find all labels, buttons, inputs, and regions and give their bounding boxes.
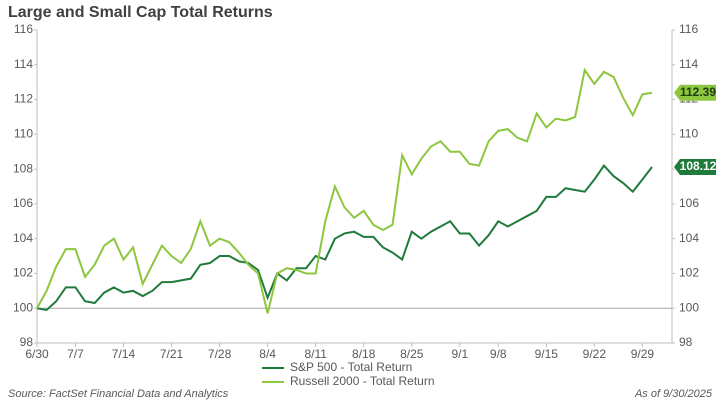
y2-tick-label: 100 [679,300,699,314]
y2-tick-label: 104 [679,231,699,245]
y-tick-label: 110 [14,127,33,141]
y2-tick-label: 102 [679,266,699,280]
y-tick-label: 114 [14,57,33,71]
end-label-box [674,159,716,176]
x-tick-label: 6/30 [25,347,49,361]
chart-title: Large and Small Cap Total Returns [8,4,273,21]
end-label-box [674,84,716,101]
y-tick-label: 102 [13,266,33,280]
y-tick-label: 106 [13,196,33,210]
x-tick-label: 9/22 [583,347,607,361]
y-tick-label: 116 [14,22,33,36]
x-tick-label: 9/15 [535,347,559,361]
end-label: 112.39 [680,85,716,99]
y2-tick-label: 114 [679,57,698,71]
x-tick-label: 9/29 [631,347,655,361]
as-of-note: As of 9/30/2025 [634,388,713,400]
y-tick-label: 100 [13,300,33,314]
legend-label: Russell 2000 - Total Return [290,374,435,388]
series-line [36,67,653,314]
x-tick-label: 8/11 [304,347,327,361]
x-tick-label: 9/8 [490,347,507,361]
end-label: 108.12 [680,159,717,173]
y2-tick-label: 106 [679,196,699,210]
x-tick-label: 8/25 [400,347,424,361]
x-tick-label: 7/14 [112,347,136,361]
x-tick-label: 7/7 [67,347,84,361]
x-tick-label: 7/28 [208,347,232,361]
x-tick-label: 8/18 [352,347,376,361]
source-note: Source: FactSet Financial Data and Analy… [8,388,229,400]
y2-tick-label: 116 [679,22,698,36]
legend-label: S&P 500 - Total Return [290,360,412,374]
x-tick-label: 8/4 [259,347,276,361]
y2-tick-label: 98 [679,335,693,349]
y2-tick-label: 110 [679,127,698,141]
y-tick-label: 112 [14,92,33,106]
y-tick-label: 108 [13,161,33,175]
y-tick-label: 104 [13,231,33,245]
y-tick-label: 98 [20,335,34,349]
x-tick-label: 7/21 [160,347,184,361]
x-tick-label: 9/1 [451,347,468,361]
series-line [36,164,653,312]
